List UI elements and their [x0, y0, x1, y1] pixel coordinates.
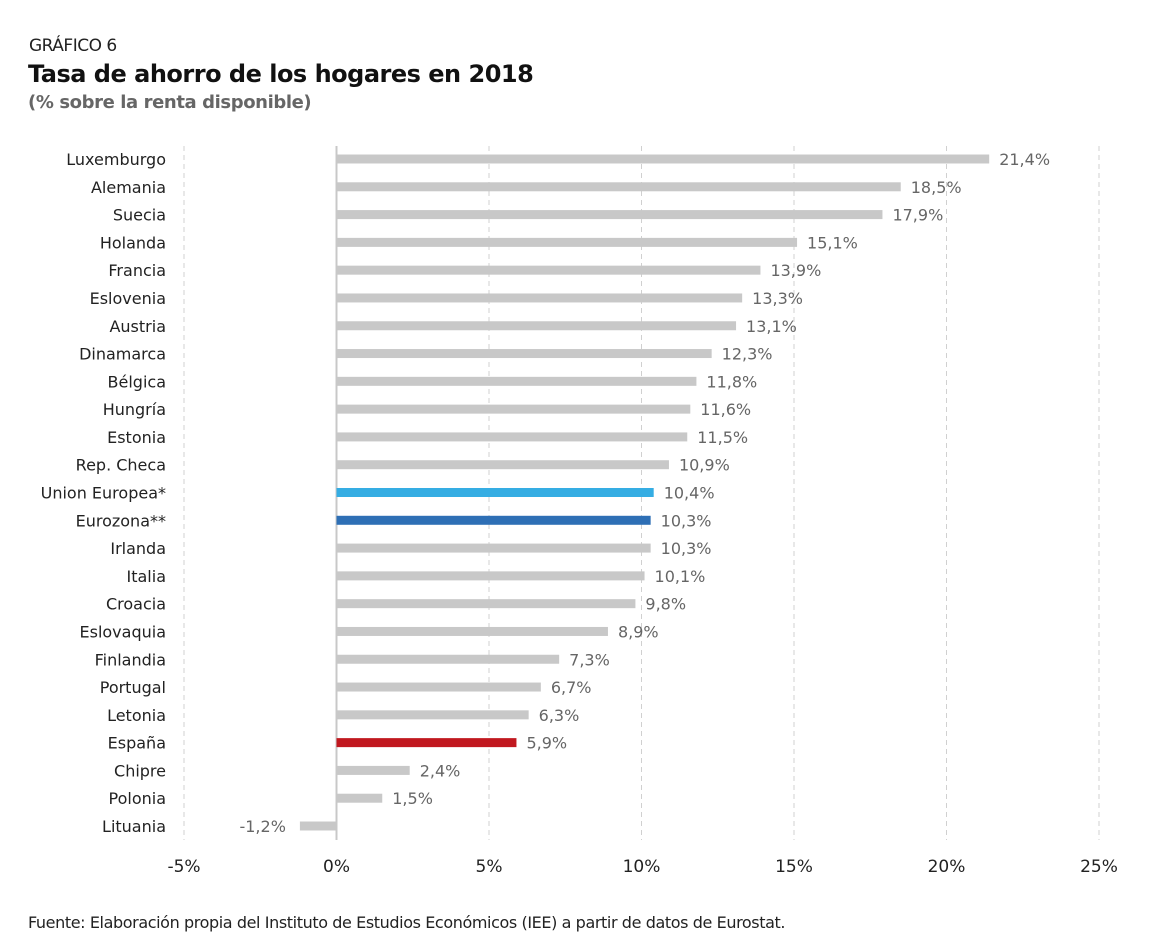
category-label: Holanda	[100, 233, 166, 252]
x-tick-label: 25%	[1080, 857, 1118, 877]
category-label: Austria	[109, 317, 166, 336]
bar	[336, 182, 901, 192]
x-tick-label: 15%	[775, 857, 813, 877]
category-label: Alemania	[91, 178, 166, 197]
category-label: Irlanda	[110, 539, 166, 558]
value-label: 13,9%	[770, 261, 821, 280]
bar	[336, 654, 560, 664]
category-label: Bélgica	[108, 372, 166, 391]
category-label: Suecia	[113, 206, 166, 225]
value-label: 10,3%	[661, 511, 712, 530]
bar	[336, 710, 529, 720]
bar	[299, 821, 337, 831]
bar	[336, 349, 712, 359]
category-label: Eslovenia	[90, 289, 166, 308]
value-label: 10,3%	[661, 539, 712, 558]
category-label: Polonia	[109, 789, 167, 808]
chart-title: Tasa de ahorro de los hogares en 2018	[28, 60, 534, 88]
category-label: Italia	[127, 567, 167, 586]
x-tick-label: 10%	[623, 857, 661, 877]
value-label: 10,9%	[679, 456, 730, 475]
bar	[336, 488, 654, 497]
source-note: Fuente: Elaboración propia del Instituto…	[28, 913, 786, 932]
category-label: Francia	[108, 261, 166, 280]
category-label: Union Europea*	[41, 484, 166, 503]
x-tick-label: 5%	[476, 857, 503, 877]
bar	[336, 293, 743, 303]
bar	[336, 515, 651, 525]
bar	[336, 237, 798, 247]
value-label: 13,3%	[752, 289, 803, 308]
bar	[336, 154, 990, 164]
bar	[336, 210, 883, 220]
category-label: Estonia	[107, 428, 166, 447]
value-label: 21,4%	[999, 150, 1050, 169]
bar	[336, 738, 517, 748]
x-tick-label: -5%	[167, 857, 200, 877]
category-label: Portugal	[100, 678, 166, 697]
category-label: Chipre	[114, 761, 166, 780]
category-label: España	[108, 734, 166, 753]
value-label: -1,2%	[239, 817, 285, 836]
bar	[336, 543, 651, 553]
bar	[336, 265, 761, 275]
category-label: Letonia	[107, 706, 166, 725]
category-label: Lituania	[102, 817, 166, 836]
chart-subtitle: (% sobre la renta disponible)	[28, 92, 312, 113]
category-label: Croacia	[106, 595, 166, 614]
bar	[336, 599, 636, 609]
chart-kicker: GRÁFICO 6	[29, 36, 117, 56]
category-label: Eurozona**	[76, 511, 166, 530]
value-label: 12,3%	[722, 345, 773, 364]
value-label: 6,7%	[551, 678, 592, 697]
value-label: 15,1%	[807, 233, 858, 252]
bar	[336, 765, 410, 775]
value-label: 10,1%	[655, 567, 706, 586]
bar	[336, 321, 737, 331]
value-label: 10,4%	[664, 484, 715, 503]
value-label: 13,1%	[746, 317, 797, 336]
category-label: Dinamarca	[79, 345, 166, 364]
value-label: 18,5%	[911, 178, 962, 197]
bar	[336, 682, 541, 692]
bar	[336, 460, 669, 470]
bar	[336, 793, 383, 803]
value-label: 7,3%	[569, 650, 610, 669]
category-label: Rep. Checa	[76, 456, 166, 475]
category-label: Eslovaquia	[80, 622, 167, 641]
x-tick-label: 0%	[323, 857, 350, 877]
category-label: Hungría	[103, 400, 166, 419]
value-label: 9,8%	[645, 595, 686, 614]
bar	[336, 571, 645, 581]
value-label: 6,3%	[539, 706, 580, 725]
value-label: 11,5%	[697, 428, 748, 447]
bar	[336, 626, 608, 636]
value-label: 11,6%	[700, 400, 751, 419]
value-label: 11,8%	[706, 372, 757, 391]
category-label: Finlandia	[95, 650, 166, 669]
value-label: 1,5%	[392, 789, 433, 808]
bar	[336, 404, 691, 414]
value-label: 2,4%	[420, 761, 461, 780]
value-label: 17,9%	[892, 206, 943, 225]
value-label: 8,9%	[618, 622, 659, 641]
bar	[336, 432, 688, 442]
value-label: 5,9%	[526, 734, 567, 753]
category-label: Luxemburgo	[66, 150, 166, 169]
x-tick-label: 20%	[928, 857, 966, 877]
bar	[336, 376, 697, 386]
